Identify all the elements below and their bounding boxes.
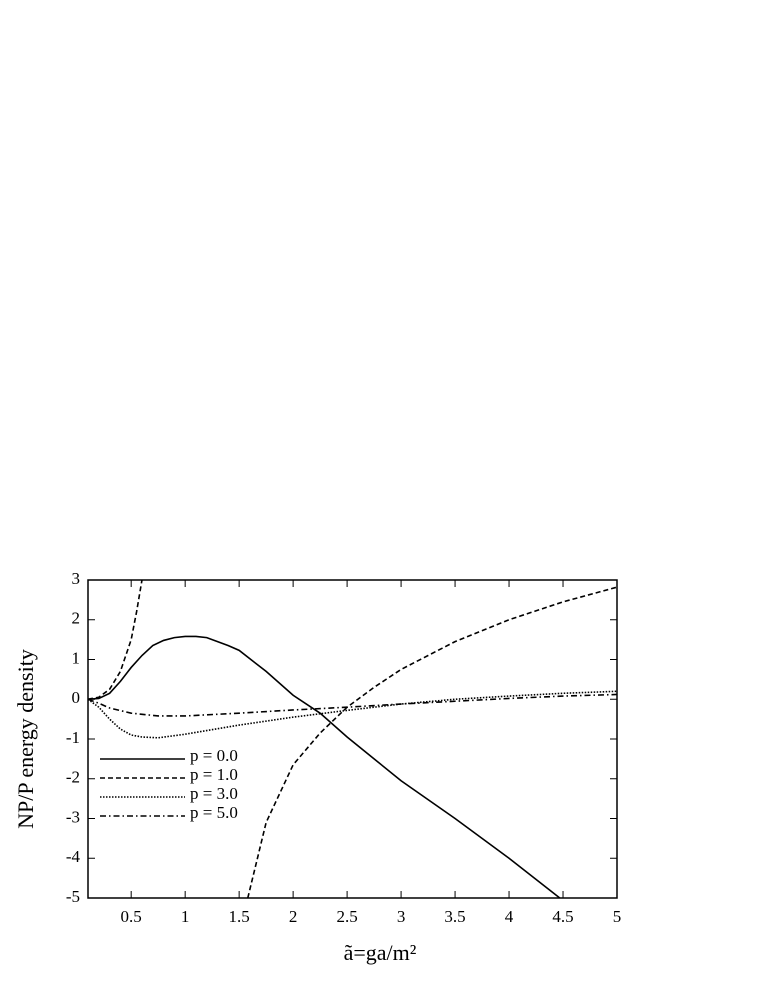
plot-frame bbox=[87, 579, 618, 899]
y-tick-label: 1 bbox=[72, 648, 81, 667]
x-tick-label: 1.5 bbox=[229, 907, 250, 926]
x-tick-label: 2 bbox=[289, 907, 298, 926]
y-tick-label: -5 bbox=[66, 887, 80, 906]
x-tick-label: 2.5 bbox=[336, 907, 357, 926]
y-tick-label: -1 bbox=[66, 728, 80, 747]
x-tick-label: 4 bbox=[505, 907, 514, 926]
y-tick-label: -3 bbox=[66, 807, 80, 826]
x-tick-label: 3 bbox=[397, 907, 406, 926]
legend-label: p = 5.0 bbox=[190, 803, 238, 822]
legend-label: p = 0.0 bbox=[190, 746, 238, 765]
y-tick-label: -4 bbox=[66, 847, 81, 866]
y-axis-label: NP/P energy density bbox=[13, 649, 38, 829]
x-tick-label: 0.5 bbox=[121, 907, 142, 926]
line-series bbox=[88, 690, 617, 739]
legend-label: p = 3.0 bbox=[190, 784, 238, 803]
y-tick-label: 2 bbox=[72, 609, 81, 628]
line-series bbox=[88, 635, 561, 898]
x-tick-label: 4.5 bbox=[552, 907, 573, 926]
legend-label: p = 1.0 bbox=[190, 765, 238, 784]
line-series bbox=[88, 693, 617, 717]
x-tick-label: 3.5 bbox=[444, 907, 465, 926]
y-tick-label: 0 bbox=[72, 688, 81, 707]
x-tick-label: 5 bbox=[613, 907, 622, 926]
plot-area bbox=[88, 580, 617, 898]
x-axis-label: ã=ga/m² bbox=[344, 940, 417, 965]
line-series bbox=[88, 580, 617, 898]
x-tick-label: 1 bbox=[181, 907, 190, 926]
y-tick-label: 3 bbox=[72, 569, 81, 588]
y-tick-label: -2 bbox=[66, 768, 80, 787]
